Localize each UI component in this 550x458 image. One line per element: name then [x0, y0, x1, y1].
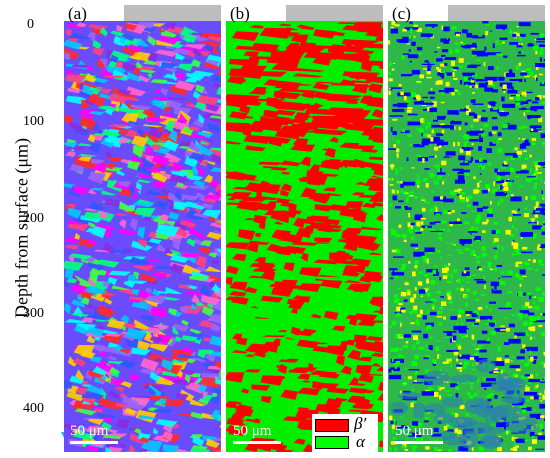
scale-bar-a — [70, 441, 118, 444]
phase-legend: β′ α — [312, 414, 378, 452]
scale-bar-c — [395, 441, 443, 444]
legend-swatch-beta — [315, 419, 349, 432]
scale-bar-label-a: 50 μm — [70, 423, 109, 439]
y-tick-100: 100 — [23, 114, 44, 129]
ipf-map-panel — [64, 5, 221, 452]
y-tick-200: 200 — [23, 211, 44, 226]
panel-label-b: (b) — [230, 4, 250, 23]
legend-label-beta: β′ — [354, 414, 367, 433]
panel-label-c: (c) — [392, 4, 411, 23]
scale-bar-b — [233, 441, 281, 444]
legend-swatch-alpha — [315, 436, 349, 449]
legend-label-alpha: α — [356, 432, 365, 451]
phase-map-panel — [226, 5, 383, 452]
y-tick-0: 0 — [27, 17, 34, 32]
kam-map-panel — [388, 5, 545, 452]
scale-bar-label-b: 50 μm — [233, 423, 272, 439]
y-tick-400: 400 — [23, 401, 44, 416]
scale-bar-label-c: 50 μm — [395, 423, 434, 439]
y-tick-300: 300 — [23, 306, 44, 321]
y-axis-label: Depth from surface (μm) — [11, 137, 32, 319]
panel-label-a: (a) — [68, 4, 87, 23]
